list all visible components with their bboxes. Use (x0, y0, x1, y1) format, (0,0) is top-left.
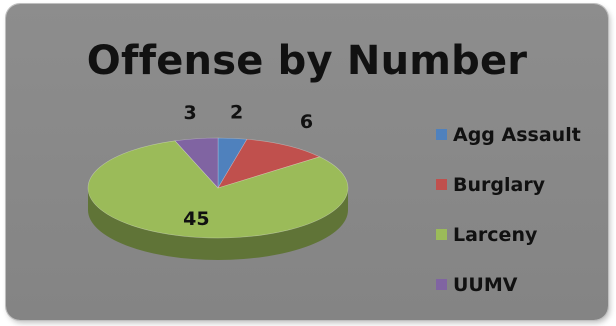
data-label-uumv: 3 (183, 102, 196, 124)
pie-slice-larceny (87, 140, 349, 239)
chart-frame: Offense by Number 2 6 45 3 Agg Assault Burg… (6, 4, 608, 320)
legend-swatch-larceny (436, 229, 447, 240)
pie-slice-burglary (217, 138, 321, 189)
legend-label-agg-assault: Agg Assault (453, 124, 581, 146)
data-label-agg-assault: 2 (230, 101, 243, 123)
data-label-larceny: 45 (183, 208, 209, 230)
legend-label-uumv: UUMV (453, 274, 518, 296)
chart-title: Offense by Number (86, 38, 528, 84)
data-label-burglary: 6 (300, 111, 313, 133)
pie-chart: 2 6 45 3 (87, 101, 349, 260)
pie-slice-agg-assault (217, 137, 248, 190)
pie-slice-uumv (174, 137, 219, 189)
legend-swatch-agg-assault (436, 129, 447, 140)
legend-swatch-burglary (436, 179, 447, 190)
legend-swatch-uumv (436, 279, 447, 290)
legend-label-burglary: Burglary (453, 174, 546, 196)
pie-side-larceny (88, 188, 348, 260)
legend-label-larceny: Larceny (453, 224, 538, 246)
